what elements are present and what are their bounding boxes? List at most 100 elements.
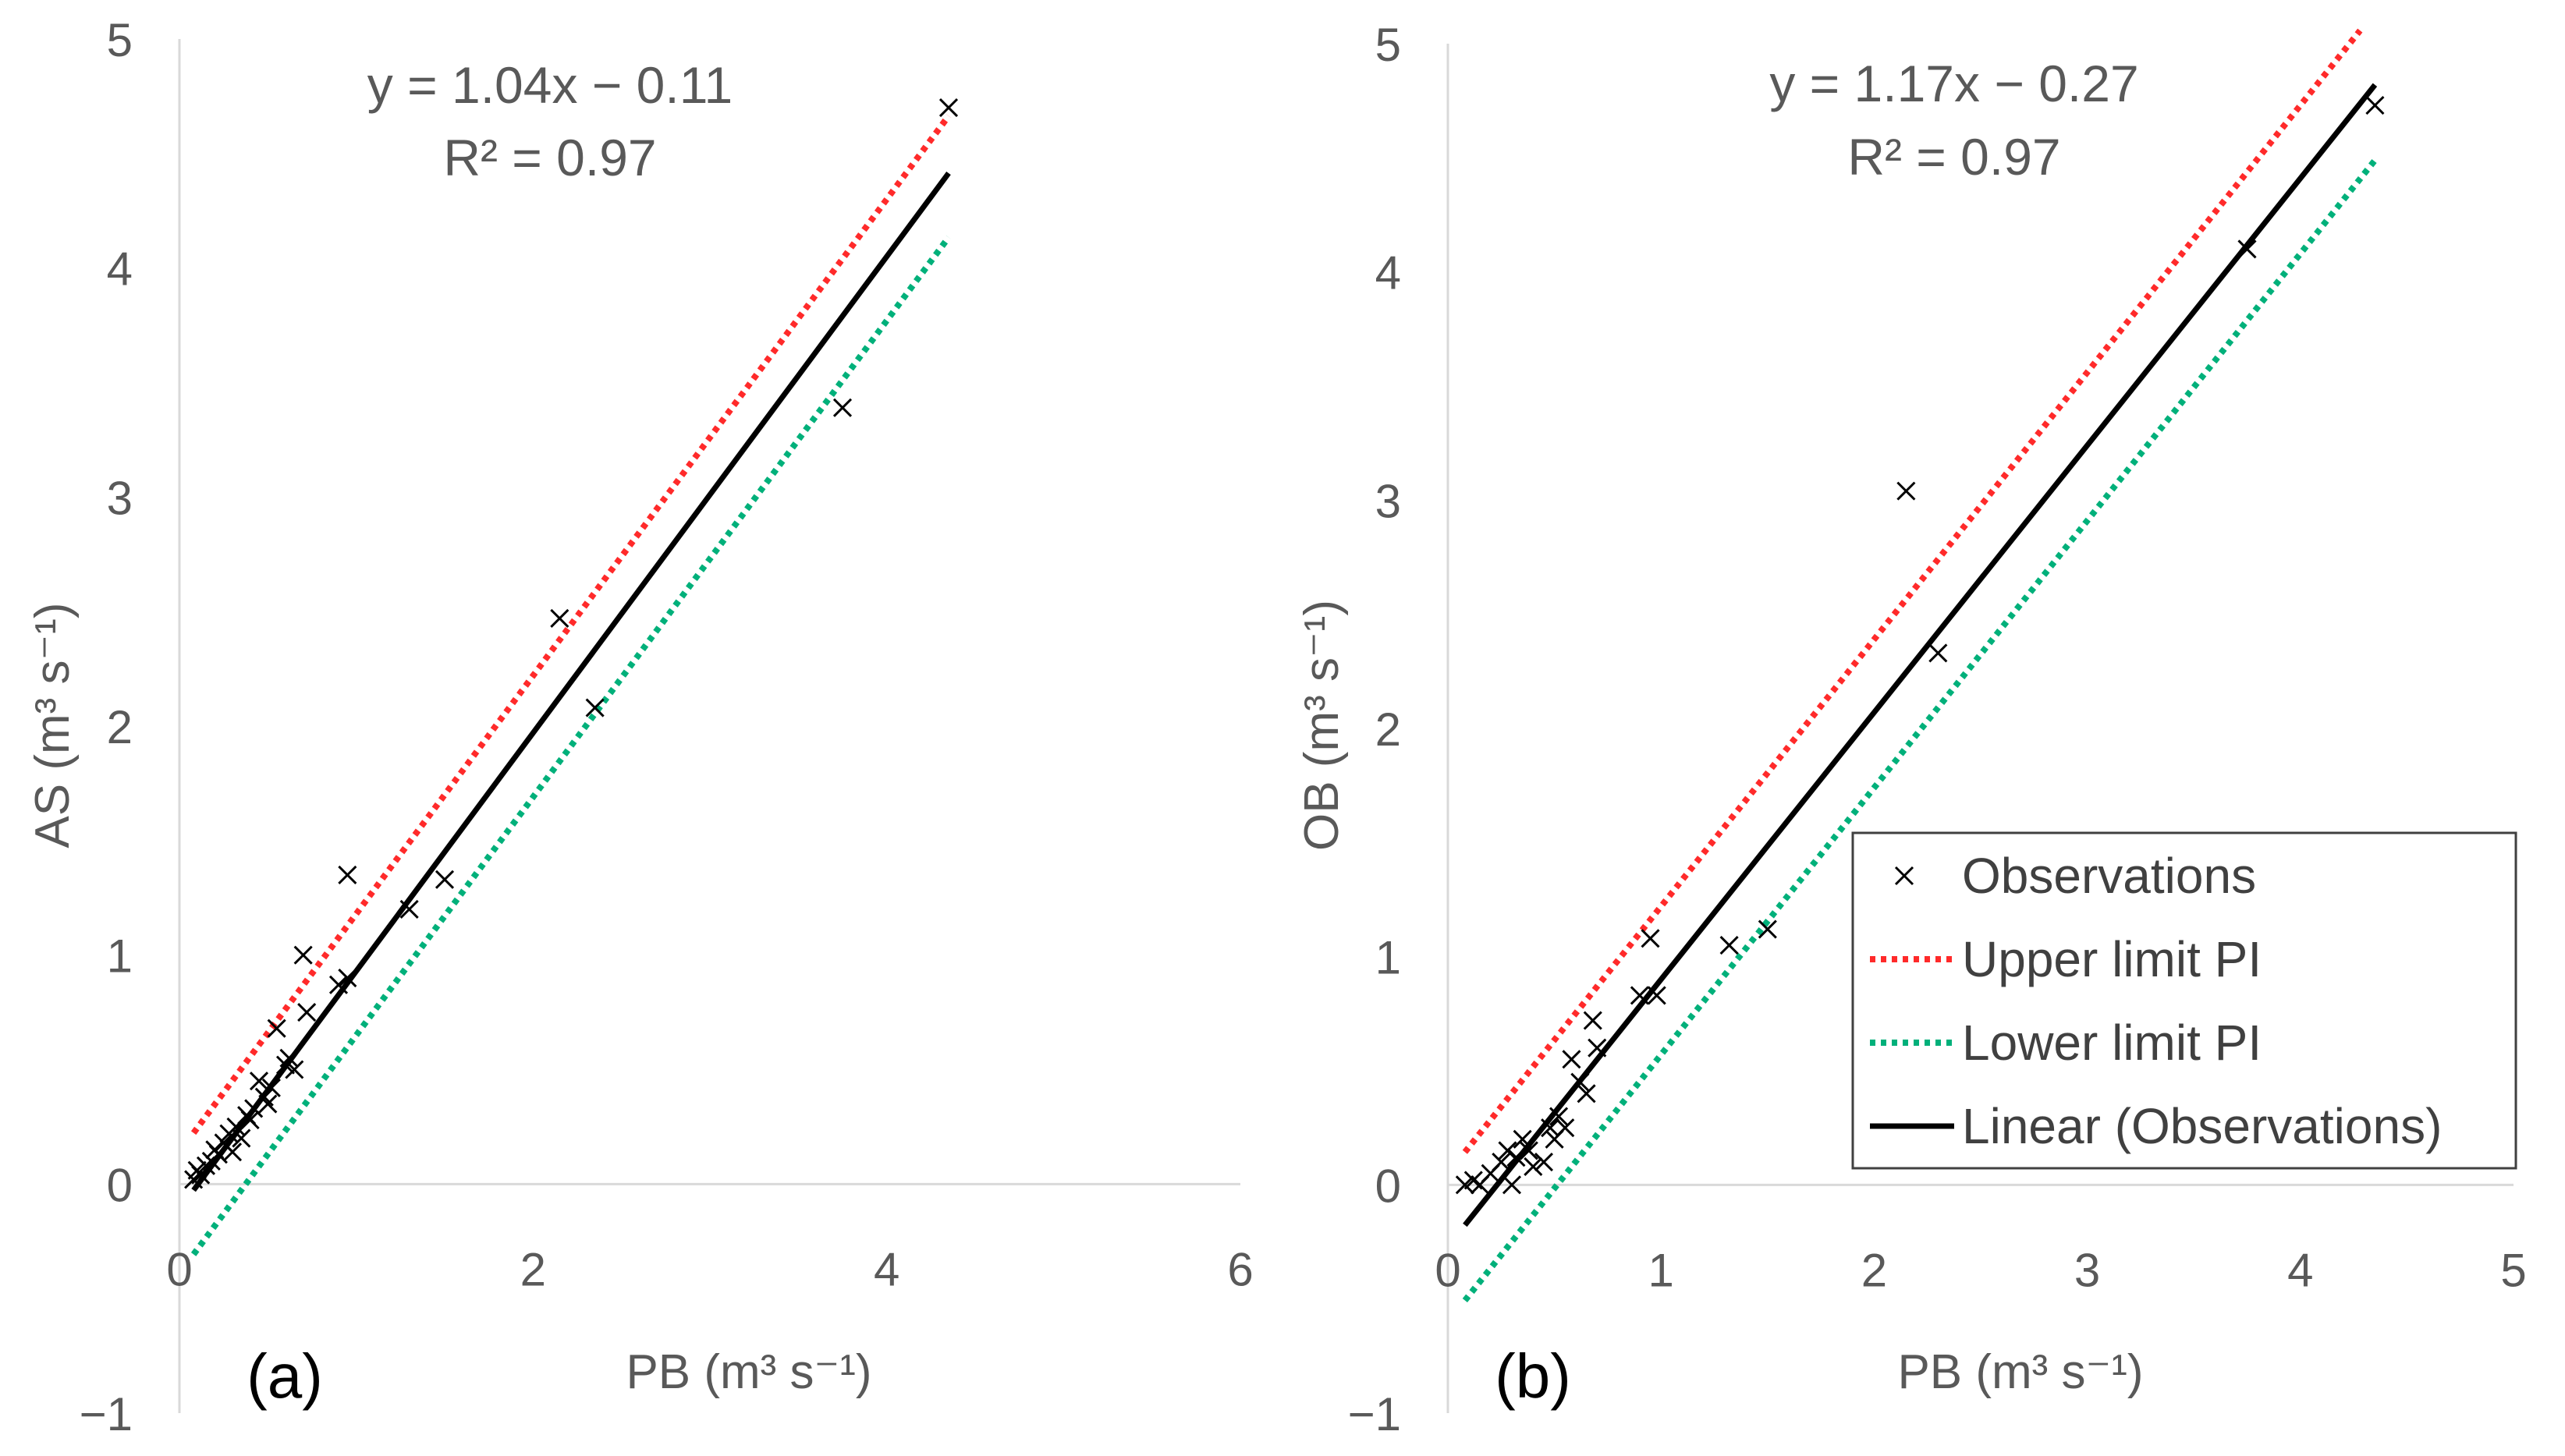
observation-stroke: [2365, 95, 2385, 115]
y-tick-label: 3: [107, 472, 133, 524]
observation-stroke: [1549, 1107, 1569, 1126]
observation-stroke: [338, 865, 357, 884]
observation-point: [1630, 986, 1649, 1005]
observation-point: [258, 1094, 278, 1114]
observation-stroke: [1506, 1148, 1526, 1167]
y-tick-label: −1: [80, 1388, 133, 1440]
y-tick-label: 1: [1375, 932, 1401, 984]
panel-label: (a): [247, 1341, 323, 1411]
observation-point: [279, 1048, 299, 1068]
panel-label: (b): [1495, 1341, 1571, 1411]
observation-point: [1524, 1157, 1543, 1176]
x-tick-label: 0: [166, 1243, 192, 1295]
equation-label: y = 1.17x − 0.27: [1769, 55, 2138, 112]
observation-point: [1534, 1153, 1554, 1172]
observation-point: [1498, 1141, 1517, 1160]
observation-stroke: [1630, 986, 1649, 1005]
observation-stroke: [399, 899, 419, 919]
observation-point: [191, 1165, 211, 1185]
y-tick-label: 2: [1375, 703, 1401, 756]
legend-label: Linear (Observations): [1962, 1098, 2442, 1154]
observation-stroke: [1583, 1011, 1602, 1030]
observation-stroke: [1502, 1175, 1522, 1195]
fit-line: [191, 172, 951, 1192]
observation-point: [1570, 1072, 1590, 1092]
observation-point: [1519, 1141, 1538, 1160]
x-axis-title: PB (m³ s⁻¹): [1897, 1345, 2143, 1399]
equation-label: y = 1.04x − 0.11: [367, 56, 733, 114]
observation-point: [1641, 929, 1660, 948]
fit-line: [1463, 83, 2378, 1228]
observation-stroke: [1463, 1171, 1483, 1190]
observation-point: [832, 398, 853, 417]
x-tick-label: 2: [1861, 1244, 1887, 1296]
observation-point: [1758, 919, 1777, 939]
observation-stroke: [240, 1111, 260, 1130]
observation-stroke: [1562, 1050, 1581, 1069]
observation-point: [1502, 1175, 1522, 1195]
legend-label: Observations: [1962, 848, 2256, 904]
lower-pi-line: [190, 235, 952, 1256]
observation-stroke: [254, 1087, 274, 1107]
observation-point: [267, 1018, 286, 1038]
observation-point: [222, 1142, 243, 1162]
x-axis-title: PB (m³ s⁻¹): [626, 1345, 871, 1399]
observation-point: [232, 1128, 251, 1148]
y-tick-label: 4: [1375, 247, 1401, 299]
observation-stroke: [1541, 1118, 1560, 1138]
observation-point: [1541, 1118, 1560, 1138]
legend-box: [1851, 831, 2517, 1170]
legend: Observations Upper limit PI Lower limit PI…: [1851, 831, 2517, 1170]
observation-stroke: [249, 1072, 269, 1091]
observation-stroke: [2237, 239, 2257, 259]
observation-stroke: [1570, 1072, 1590, 1092]
observation-point: [2365, 95, 2385, 115]
observation-point: [1549, 1107, 1569, 1126]
observation-stroke: [338, 968, 357, 988]
y-tick-label: 0: [107, 1159, 133, 1211]
observation-stroke: [1519, 1141, 1538, 1160]
x-tick-label: 1: [1648, 1244, 1674, 1296]
observation-stroke: [435, 870, 455, 889]
observation-stroke: [214, 1133, 233, 1153]
upper-pi-line: [190, 114, 952, 1135]
observation-point: [435, 870, 455, 889]
observation-stroke: [1588, 1038, 1607, 1057]
observation-stroke: [1758, 919, 1777, 939]
observation-stroke: [585, 698, 605, 717]
observation-point: [399, 899, 419, 919]
y-tick-label: −1: [1348, 1388, 1401, 1440]
y-tick-label: 5: [107, 14, 133, 66]
observation-stroke: [222, 1142, 243, 1162]
panel-a: −1 0 1 2 3 4 5 0 2 4 6 y = 1.04x − 0.11 R² = 0.97 PB …: [26, 14, 1254, 1440]
y-tick-label: 1: [107, 930, 133, 983]
observation-stroke: [232, 1128, 251, 1148]
observation-point: [1588, 1038, 1607, 1057]
observation-stroke: [1641, 929, 1660, 948]
observation-point: [297, 1003, 317, 1022]
observation-stroke: [550, 608, 569, 629]
observation-point: [1506, 1148, 1526, 1167]
y-tick-label: 0: [1375, 1160, 1401, 1212]
observation-point: [938, 98, 959, 118]
x-tick-label: 2: [520, 1243, 546, 1295]
observation-stroke: [279, 1048, 299, 1068]
observation-point: [328, 975, 349, 994]
observation-point: [240, 1111, 260, 1130]
legend-symbol-observations: [1894, 866, 1914, 886]
observation-point: [338, 968, 357, 988]
observation-point: [249, 1072, 269, 1091]
observation-stroke: [1577, 1084, 1596, 1104]
observation-stroke: [1928, 643, 1948, 663]
observation-stroke: [208, 1145, 228, 1164]
x-tick-label: 0: [1435, 1244, 1460, 1296]
observation-point: [1583, 1011, 1602, 1030]
y-tick-label: 2: [107, 701, 133, 753]
observation-stroke: [1513, 1129, 1532, 1149]
y-tick-label: 5: [1375, 19, 1401, 71]
observation-stroke: [258, 1094, 278, 1114]
x-tick-label: 5: [2500, 1244, 2526, 1296]
x-tick-label: 4: [2287, 1244, 2313, 1296]
observation-point: [1556, 1118, 1575, 1138]
